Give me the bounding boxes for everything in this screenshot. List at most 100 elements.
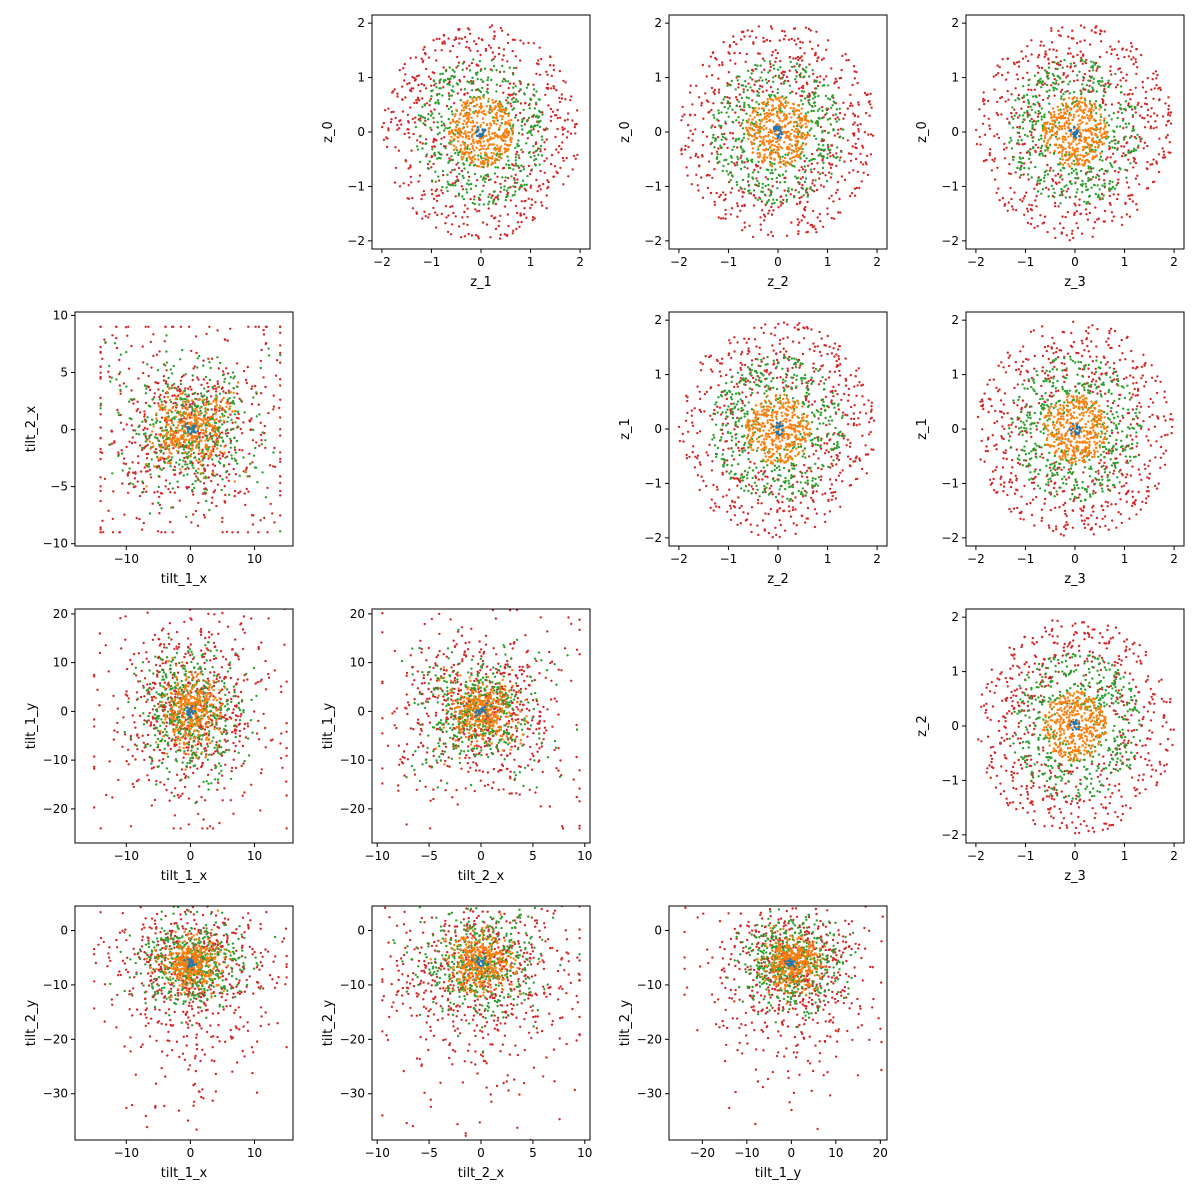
data-point — [498, 126, 501, 130]
data-point — [481, 159, 485, 163]
data-point — [450, 155, 453, 158]
data-point — [518, 80, 521, 83]
data-point — [1071, 146, 1075, 149]
data-point — [519, 88, 522, 91]
data-point — [1058, 181, 1061, 184]
data-point — [467, 179, 470, 182]
data-point — [250, 417, 253, 420]
data-point — [485, 123, 489, 127]
data-point — [1094, 206, 1097, 209]
data-point — [748, 105, 751, 109]
data-point — [488, 138, 491, 141]
data-point — [488, 108, 491, 111]
data-point — [1047, 58, 1050, 61]
data-point — [492, 122, 496, 125]
data-point — [445, 104, 449, 108]
data-point — [799, 94, 802, 98]
data-point — [416, 96, 420, 100]
data-point — [466, 171, 470, 174]
series-0-points — [772, 125, 783, 140]
data-point — [681, 115, 684, 118]
data-point — [779, 96, 783, 99]
data-point — [1100, 30, 1103, 33]
data-point — [1020, 164, 1023, 168]
data-point — [1088, 43, 1092, 46]
data-point — [434, 82, 437, 85]
data-point — [743, 132, 746, 136]
data-point — [1062, 226, 1065, 230]
data-point — [460, 155, 463, 158]
data-point — [801, 214, 805, 217]
data-point — [727, 162, 730, 166]
data-point — [126, 491, 130, 494]
data-point — [491, 194, 494, 198]
data-point — [1079, 40, 1082, 43]
x-tick-label: −1 — [720, 255, 738, 269]
data-point — [484, 152, 487, 155]
data-point — [769, 25, 773, 28]
data-point — [1139, 140, 1142, 143]
data-point — [707, 100, 710, 104]
data-point — [1001, 58, 1004, 61]
data-point — [435, 199, 439, 203]
data-point — [1072, 138, 1075, 141]
data-point — [1005, 146, 1008, 149]
data-point — [407, 128, 410, 131]
data-point — [993, 160, 996, 163]
data-point — [735, 161, 739, 164]
data-point — [795, 143, 799, 146]
data-point — [1060, 192, 1064, 195]
data-point — [763, 112, 766, 116]
data-point — [461, 62, 465, 65]
data-point — [1028, 153, 1032, 156]
data-point — [707, 160, 711, 163]
data-point — [543, 148, 547, 151]
data-point — [1103, 185, 1107, 188]
data-point — [1067, 141, 1070, 145]
data-point — [487, 127, 490, 130]
data-point — [453, 168, 456, 171]
data-point — [504, 79, 507, 83]
data-point — [440, 153, 443, 156]
data-point — [769, 156, 772, 159]
data-point — [1068, 146, 1072, 150]
data-point — [222, 390, 225, 393]
data-point — [484, 49, 488, 52]
data-point — [264, 385, 267, 389]
data-point — [825, 112, 828, 115]
data-point — [537, 120, 540, 123]
data-point — [494, 149, 497, 152]
data-point — [479, 144, 482, 147]
data-point — [820, 139, 823, 143]
data-point — [535, 178, 538, 182]
data-point — [779, 66, 782, 69]
data-point — [812, 190, 816, 193]
data-point — [798, 221, 801, 224]
data-point — [101, 357, 104, 360]
data-point — [803, 133, 806, 136]
data-point — [747, 137, 750, 140]
data-point — [709, 55, 713, 58]
data-point — [164, 382, 168, 385]
data-point — [440, 212, 443, 216]
data-point — [487, 100, 490, 103]
data-point — [801, 168, 805, 171]
data-point — [125, 445, 128, 449]
data-point — [978, 135, 981, 139]
data-point — [1091, 148, 1094, 151]
data-point — [783, 130, 786, 134]
data-point — [438, 81, 441, 84]
data-point — [737, 86, 740, 89]
data-point — [1047, 188, 1050, 191]
data-point — [783, 118, 786, 122]
data-point — [991, 158, 994, 161]
data-point — [801, 103, 804, 106]
data-point — [725, 158, 728, 161]
data-point — [865, 111, 868, 115]
data-point — [144, 445, 148, 448]
data-point — [1107, 85, 1110, 89]
data-point — [477, 37, 480, 40]
data-point — [802, 154, 806, 157]
data-point — [995, 111, 998, 115]
data-point — [157, 388, 160, 391]
